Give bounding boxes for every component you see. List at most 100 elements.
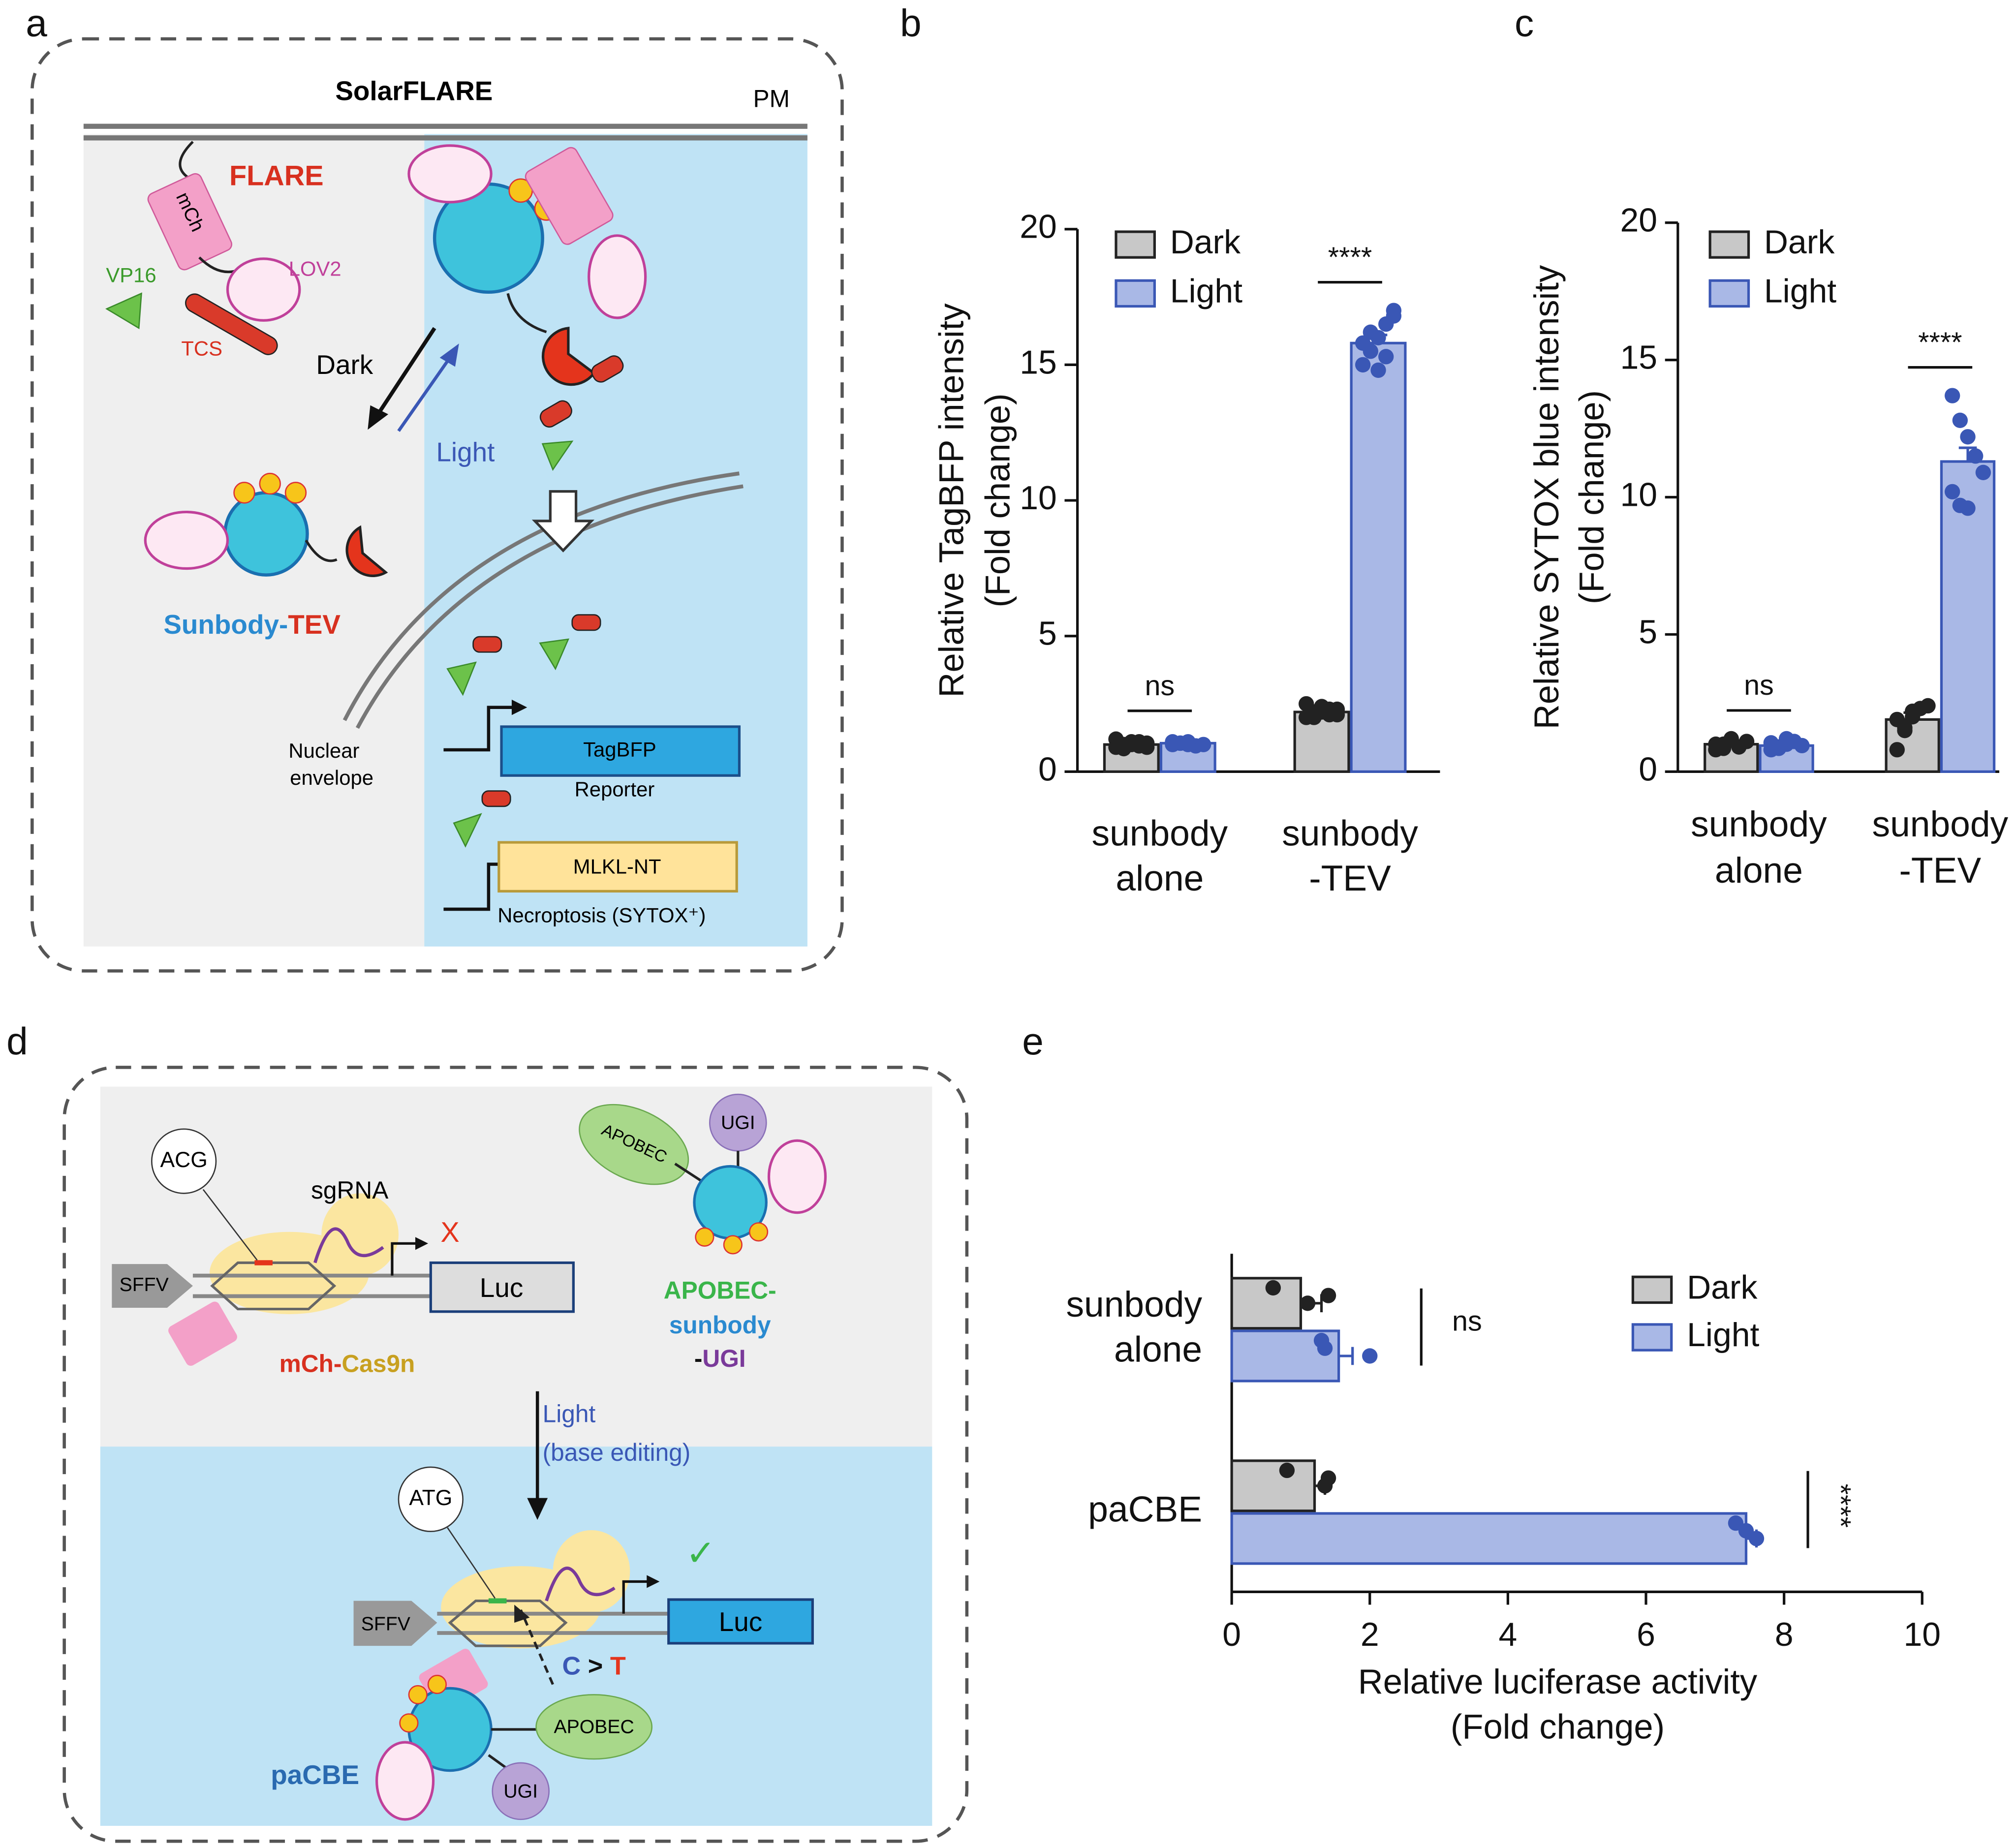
label: -UGI: [694, 1345, 746, 1372]
label: SolarFLARE: [335, 75, 493, 106]
diagram-a-polygon: [368, 405, 389, 430]
x-tick-label: 4: [1498, 1616, 1517, 1653]
diagram-a-rect: [147, 173, 233, 271]
data-point: [1889, 742, 1905, 758]
label: Light: [543, 1400, 596, 1428]
data-point: [1386, 308, 1402, 324]
diagram-a: SolarFLARE PM FLARE mCh LOV2 VP16 TCS Da…: [31, 37, 844, 973]
diagram-d-line: [519, 1609, 554, 1685]
y-tick-label: 10: [1020, 480, 1057, 517]
diagram-a-line: [397, 353, 454, 432]
data-point: [1329, 707, 1345, 723]
data-point: [1748, 1531, 1765, 1546]
diagram-d-circle: [492, 1762, 550, 1820]
label: UGI: [503, 1781, 538, 1802]
diagram-d-ellipse: [535, 1694, 653, 1760]
diagram-d-rect: [667, 1598, 814, 1645]
label: Luc: [480, 1272, 523, 1303]
legend-swatch: [1708, 230, 1750, 259]
diagram-a-circle: [233, 482, 255, 504]
label: Sunbody-TEV: [163, 609, 341, 640]
label: sunbody: [669, 1311, 771, 1339]
data-point: [1362, 1348, 1378, 1364]
label: Nuclear: [288, 739, 359, 762]
y-tick-label: alone: [1114, 1329, 1202, 1369]
x-tick-label: sunbody: [1872, 804, 2009, 844]
data-point: [1139, 739, 1155, 755]
x-tick-label: 0: [1222, 1616, 1241, 1653]
data-point: [1944, 484, 1960, 500]
label-part: Cas9n: [341, 1350, 415, 1378]
data-point: [1738, 734, 1755, 749]
diagram-a-path: [342, 471, 740, 721]
diagram-a-polygon: [539, 638, 570, 671]
diagram-d-path: [210, 1261, 337, 1311]
x-tick-label: sunbody: [1691, 804, 1827, 844]
legend-label: Dark: [1764, 224, 1835, 261]
data-point: [1363, 324, 1379, 340]
data-point: [1794, 738, 1810, 754]
diagram-d-rect: [168, 1301, 237, 1366]
error-bar: [1958, 446, 1977, 462]
diagram-a-ellipse: [144, 510, 229, 570]
diagram-d-polygon: [527, 1498, 548, 1520]
y-tick-label: 15: [1020, 344, 1057, 381]
label: VP16: [106, 263, 156, 286]
diagram-d: ACG sgRNA SFFV Luc X mCh-Cas9n APOBEC UG…: [62, 1066, 969, 1843]
data-point: [1968, 448, 1984, 464]
diagram-a-rect: [481, 790, 511, 807]
label: Necroptosis (SYTOX⁺): [497, 904, 706, 927]
y-tick-label: 20: [1020, 209, 1057, 246]
diagram-a-polygon: [511, 700, 527, 715]
y-axis-label: (Fold change): [978, 393, 1017, 607]
diagram-a-rect: [185, 293, 278, 355]
data-point: [1279, 1462, 1295, 1478]
y-tick-label: 10: [1620, 476, 1657, 513]
x-axis-label: (Fold change): [1451, 1707, 1665, 1746]
label: FLARE: [229, 160, 324, 191]
diagram-d-path: [448, 1600, 568, 1647]
label-part: mCh-: [279, 1350, 342, 1378]
label: (base editing): [543, 1439, 691, 1466]
diagram-d-path: [622, 1580, 650, 1614]
data-point: [1370, 362, 1386, 378]
diagram-a-polygon: [453, 813, 482, 848]
diagram-d-ellipse: [553, 1530, 630, 1613]
diagram-d-circle: [427, 1674, 447, 1694]
diagram-d-path: [313, 1227, 384, 1263]
x-tick-label: 10: [1903, 1616, 1941, 1653]
diagram-d-ellipse: [579, 1104, 689, 1185]
diagram-d-ellipse: [767, 1139, 827, 1214]
data-point: [1944, 388, 1960, 403]
diagram-d-rect: [429, 1261, 575, 1313]
label: sgRNA: [311, 1176, 388, 1204]
legend-label: Light: [1687, 1317, 1759, 1354]
diagram-d-polygon: [415, 1237, 429, 1250]
diagram-d-circle: [695, 1227, 714, 1247]
legend-swatch: [1115, 230, 1156, 259]
x-tick-label: 6: [1637, 1616, 1655, 1653]
diagram-a-rect: [525, 147, 614, 245]
legend-swatch: [1631, 1275, 1673, 1304]
data-point: [1180, 737, 1196, 752]
label-part: Sunbody-: [163, 609, 288, 640]
diagram-d-circle: [408, 1685, 428, 1705]
diagram-a-polygon: [439, 343, 459, 367]
label: envelope: [290, 766, 373, 789]
diagram-d-circle: [151, 1128, 217, 1194]
label: Dark: [316, 349, 373, 380]
data-point: [1920, 698, 1936, 714]
diagram-a-path: [541, 327, 596, 386]
y-tick-label: sunbody: [1066, 1284, 1202, 1324]
y-tick-label: 15: [1620, 339, 1657, 376]
y-axis-label: Relative TagBFP intensity: [931, 303, 970, 698]
diagram-a-rect: [472, 636, 502, 653]
data-point: [1960, 429, 1976, 445]
x-tick-label: alone: [1116, 858, 1204, 898]
data-point: [1195, 737, 1211, 752]
label: TCS: [181, 337, 222, 360]
label: MLKL-NT: [573, 855, 661, 878]
x-axis-label: Relative luciferase activity: [1358, 1662, 1758, 1701]
diagram-a-path: [506, 293, 547, 334]
legend-label: Dark: [1687, 1269, 1758, 1306]
